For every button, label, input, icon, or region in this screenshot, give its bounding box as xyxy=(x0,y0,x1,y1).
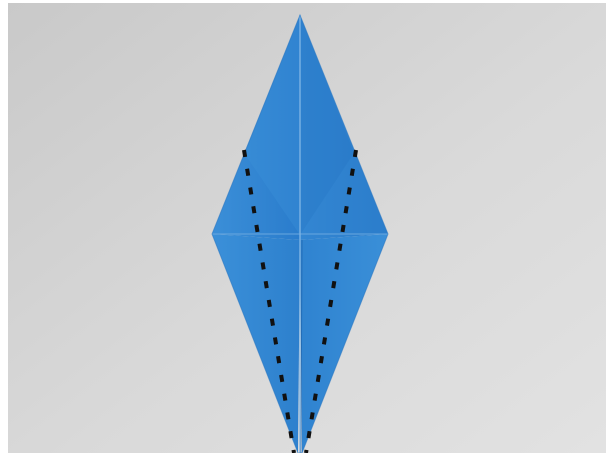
origami-kite xyxy=(211,13,389,453)
kite-outline xyxy=(211,13,389,453)
origami-photo xyxy=(8,3,606,453)
right-fold-line xyxy=(304,149,358,453)
left-fold-line xyxy=(242,149,296,453)
right-inner-flap xyxy=(300,15,354,235)
lower-center-shadow xyxy=(300,239,303,453)
origami-illustration xyxy=(8,3,606,453)
left-upper-facet xyxy=(212,15,300,240)
fold-lines xyxy=(242,149,358,453)
left-inner-flap xyxy=(244,15,300,235)
right-upper-facet xyxy=(300,15,388,240)
